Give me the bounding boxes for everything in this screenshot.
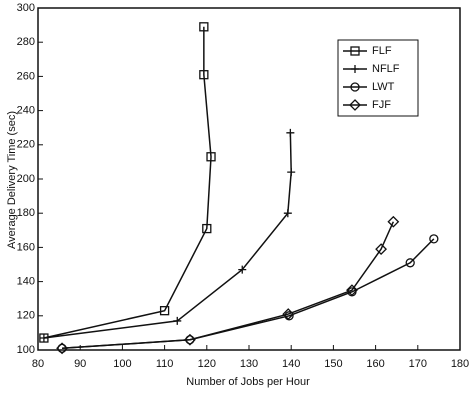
marker [238, 265, 247, 274]
marker [39, 334, 48, 343]
x-tick-label: 170 [409, 358, 427, 370]
series-line [43, 26, 212, 339]
y-tick-label: 160 [17, 241, 35, 253]
y-tick-label: 140 [17, 276, 35, 288]
marker [375, 243, 388, 256]
marker [184, 333, 196, 346]
x-tick-label: 150 [324, 358, 342, 370]
x-tick-label: 140 [282, 358, 300, 370]
x-tick-label: 100 [113, 358, 131, 370]
y-tick-label: 300 [17, 2, 35, 14]
x-tick-label: 110 [156, 358, 174, 370]
x-tick-label: 130 [240, 358, 258, 370]
legend-label: LWT [372, 81, 395, 93]
y-tick-label: 200 [17, 173, 35, 185]
legend-label: FJF [372, 99, 391, 111]
y-tick-label: 280 [17, 36, 35, 48]
x-tick-label: 180 [451, 358, 469, 370]
marker [159, 306, 170, 316]
marker [349, 99, 361, 111]
legend-label: NFLF [372, 63, 400, 75]
y-tick-label: 240 [17, 105, 35, 117]
marker [173, 316, 182, 325]
marker [387, 215, 400, 228]
x-tick-label: 80 [32, 358, 44, 370]
y-tick-label: 120 [17, 310, 35, 322]
x-tick-label: 160 [366, 358, 384, 370]
marker [405, 258, 415, 268]
marker [346, 284, 358, 297]
marker [282, 308, 295, 321]
marker [199, 70, 209, 80]
marker [350, 46, 360, 56]
legend-label: FLF [372, 45, 392, 57]
x-tick-label: 120 [198, 358, 216, 370]
marker [199, 22, 209, 32]
series-line [62, 238, 435, 350]
marker [202, 223, 212, 234]
y-tick-label: 260 [17, 70, 35, 82]
marker [351, 65, 359, 73]
marker [350, 82, 360, 92]
y-tick-label: 100 [17, 344, 35, 356]
y-tick-label: 180 [17, 207, 35, 219]
series-line [62, 221, 395, 350]
y-axis-label: Average Delivery Time (sec) [6, 111, 18, 249]
marker [429, 234, 439, 244]
series-line [43, 132, 292, 339]
marker [287, 168, 296, 177]
marker [56, 342, 68, 355]
x-tick-label: 90 [74, 358, 86, 370]
marker [283, 209, 292, 218]
marker [286, 128, 295, 137]
x-axis-label: Number of Jobs per Hour [186, 376, 310, 388]
marker [206, 152, 216, 162]
y-tick-label: 220 [17, 139, 35, 151]
